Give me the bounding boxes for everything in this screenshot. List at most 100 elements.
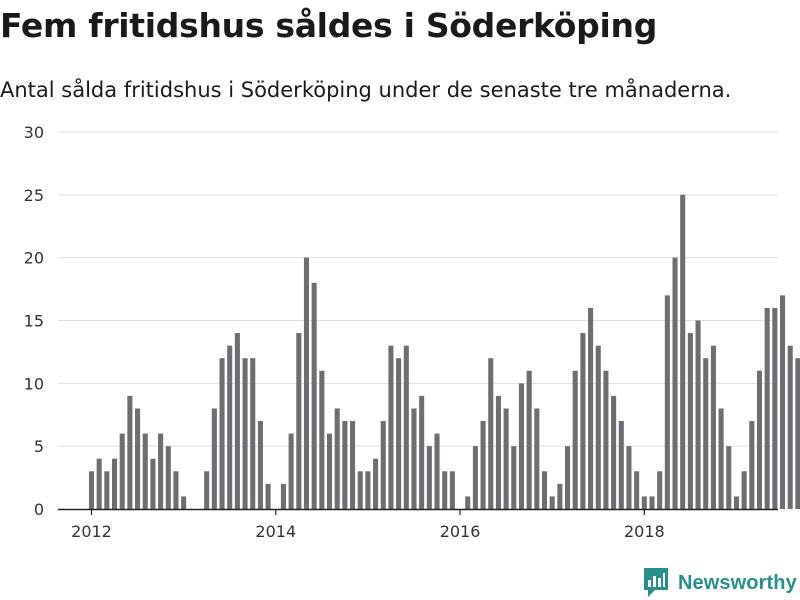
bar (488, 358, 494, 509)
bar (88, 471, 95, 509)
bar (557, 483, 563, 509)
bar (334, 408, 340, 509)
bar (234, 333, 240, 509)
bar (511, 446, 517, 509)
bar (549, 496, 555, 509)
bar (641, 496, 647, 509)
bar (611, 395, 617, 509)
bar (572, 370, 578, 509)
bar (741, 471, 747, 509)
bar (795, 358, 800, 509)
bar (626, 446, 632, 509)
bar (127, 395, 133, 509)
bar (211, 408, 217, 509)
bar (119, 433, 125, 509)
bar (480, 421, 486, 509)
bar (165, 446, 171, 509)
bar (303, 257, 310, 509)
bar (403, 345, 409, 509)
newsworthy-logo-icon (644, 568, 668, 597)
bar (142, 433, 148, 509)
bar (112, 458, 118, 509)
x-tick-label-2014: 2014 (255, 522, 296, 541)
bar (257, 421, 263, 509)
bar (565, 446, 571, 509)
bar (526, 370, 532, 509)
gridlines (58, 131, 778, 447)
bar (603, 370, 609, 509)
y-axis-tick-labels: 0 5 10 15 20 25 30 (24, 123, 44, 519)
x-tick-label-2012: 2012 (71, 522, 112, 541)
bar (350, 421, 356, 509)
bar (411, 408, 417, 509)
bar (96, 458, 102, 509)
bar (319, 370, 325, 509)
bar (373, 458, 379, 509)
bar (588, 307, 594, 509)
bar (772, 307, 778, 509)
bar (657, 471, 663, 509)
bar (749, 421, 755, 509)
bar (580, 333, 586, 509)
x-axis-ticks: 20122014201620182020202220242026 (71, 509, 665, 541)
bar (388, 345, 394, 509)
chart-subtitle: Antal sålda fritidshus i Söderköping und… (0, 78, 732, 102)
bar (250, 358, 256, 509)
y-tick-label-25: 25 (24, 186, 44, 205)
bar (158, 433, 164, 509)
y-tick-label-15: 15 (24, 312, 44, 331)
bar (710, 345, 716, 509)
bar (664, 295, 670, 509)
bar (687, 333, 693, 509)
bar (472, 446, 478, 509)
bar (204, 471, 210, 509)
bar (703, 358, 709, 509)
brand-name: Newsworthy (678, 571, 797, 594)
bar (618, 421, 624, 509)
x-tick-label-2016: 2016 (440, 522, 481, 541)
bar (495, 395, 501, 509)
y-tick-label-20: 20 (24, 249, 44, 268)
bar (442, 471, 448, 509)
bar (634, 471, 640, 509)
y-tick-label-30: 30 (24, 123, 44, 142)
bar (726, 446, 732, 509)
bar (695, 320, 701, 509)
bar (296, 333, 302, 509)
bar (311, 282, 317, 509)
y-tick-label-10: 10 (24, 374, 44, 393)
bar (280, 483, 286, 509)
bar (764, 307, 770, 509)
bars (88, 194, 800, 510)
bar (680, 194, 686, 510)
bar (434, 433, 440, 509)
y-tick-label-0: 0 (34, 500, 44, 519)
bar (357, 471, 363, 509)
bar (288, 433, 294, 509)
bar (219, 358, 225, 509)
bar (365, 471, 371, 509)
bar (380, 421, 386, 509)
bar (534, 408, 540, 509)
bar (242, 358, 248, 509)
bar (756, 370, 763, 509)
bar (135, 408, 141, 509)
bar (518, 383, 525, 509)
bar (181, 496, 187, 509)
bar (104, 471, 110, 509)
bar (342, 421, 348, 509)
bar (718, 408, 724, 509)
bar (419, 395, 425, 509)
y-tick-label-5: 5 (34, 437, 44, 456)
bar (227, 345, 233, 509)
bar (541, 471, 548, 509)
bar (449, 471, 455, 509)
bar (465, 496, 471, 509)
bar (672, 257, 678, 509)
bar (503, 408, 509, 509)
chart-title: Fem fritidshus såldes i Söderköping (0, 6, 658, 45)
bar (150, 458, 156, 509)
bar (649, 496, 655, 509)
bar (733, 496, 739, 509)
